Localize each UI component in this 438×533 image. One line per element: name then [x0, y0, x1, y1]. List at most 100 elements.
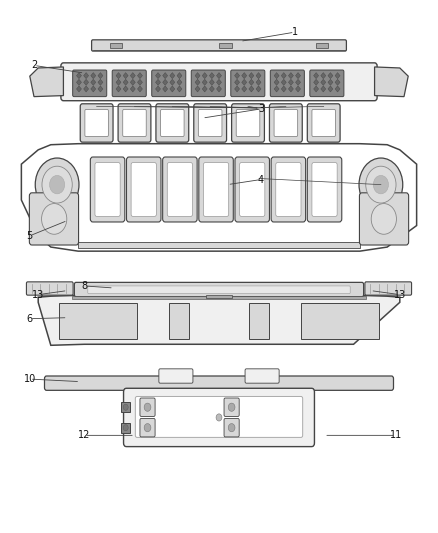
FancyBboxPatch shape	[85, 109, 109, 136]
Polygon shape	[242, 72, 247, 79]
Polygon shape	[177, 79, 182, 85]
Polygon shape	[98, 86, 103, 92]
Polygon shape	[123, 72, 128, 79]
Circle shape	[371, 204, 396, 235]
Polygon shape	[216, 72, 222, 79]
Polygon shape	[170, 86, 175, 92]
Bar	[59, 303, 137, 339]
Polygon shape	[38, 295, 400, 345]
FancyBboxPatch shape	[194, 104, 226, 142]
Polygon shape	[130, 86, 135, 92]
Circle shape	[144, 403, 151, 411]
Polygon shape	[216, 79, 222, 85]
Polygon shape	[84, 86, 88, 92]
FancyBboxPatch shape	[307, 104, 340, 142]
FancyBboxPatch shape	[80, 104, 113, 142]
Polygon shape	[235, 72, 240, 79]
Polygon shape	[235, 86, 240, 92]
Polygon shape	[170, 79, 175, 85]
Text: 10: 10	[24, 374, 36, 384]
Polygon shape	[209, 86, 214, 92]
Bar	[316, 43, 328, 48]
Polygon shape	[195, 79, 200, 85]
Polygon shape	[235, 79, 240, 85]
FancyBboxPatch shape	[274, 109, 298, 136]
FancyBboxPatch shape	[156, 104, 189, 142]
Polygon shape	[296, 72, 300, 79]
Bar	[169, 303, 189, 339]
FancyBboxPatch shape	[365, 282, 412, 295]
FancyBboxPatch shape	[29, 193, 78, 245]
Bar	[121, 402, 130, 413]
Polygon shape	[77, 79, 81, 85]
FancyBboxPatch shape	[199, 157, 233, 222]
Bar	[301, 303, 379, 339]
FancyBboxPatch shape	[140, 418, 155, 437]
Polygon shape	[177, 86, 182, 92]
Polygon shape	[116, 79, 121, 85]
FancyBboxPatch shape	[159, 369, 193, 383]
Polygon shape	[281, 79, 286, 85]
Bar	[110, 43, 122, 48]
Polygon shape	[328, 79, 333, 85]
Polygon shape	[162, 79, 168, 85]
Bar	[78, 243, 360, 247]
FancyBboxPatch shape	[140, 398, 155, 416]
Polygon shape	[195, 86, 200, 92]
Polygon shape	[242, 86, 247, 92]
FancyBboxPatch shape	[245, 369, 279, 383]
Polygon shape	[314, 79, 319, 85]
Polygon shape	[177, 72, 182, 79]
FancyBboxPatch shape	[162, 157, 197, 222]
Circle shape	[49, 175, 65, 194]
FancyBboxPatch shape	[152, 70, 186, 96]
Polygon shape	[209, 72, 214, 79]
Polygon shape	[162, 72, 168, 79]
Polygon shape	[116, 86, 121, 92]
FancyBboxPatch shape	[231, 70, 265, 96]
Polygon shape	[335, 72, 340, 79]
Circle shape	[228, 403, 235, 411]
Polygon shape	[321, 79, 326, 85]
FancyBboxPatch shape	[269, 104, 302, 142]
FancyBboxPatch shape	[236, 109, 260, 136]
FancyBboxPatch shape	[198, 109, 222, 136]
Polygon shape	[138, 72, 142, 79]
Text: 5: 5	[27, 231, 33, 241]
Circle shape	[42, 204, 67, 235]
Text: 3: 3	[258, 104, 264, 114]
Circle shape	[35, 158, 79, 211]
Polygon shape	[91, 79, 96, 85]
Polygon shape	[249, 72, 254, 79]
FancyBboxPatch shape	[224, 398, 239, 416]
FancyBboxPatch shape	[88, 286, 350, 294]
Bar	[121, 423, 130, 433]
Circle shape	[216, 414, 222, 421]
Circle shape	[228, 424, 235, 432]
Text: 2: 2	[31, 60, 37, 70]
FancyBboxPatch shape	[118, 104, 151, 142]
Polygon shape	[77, 86, 81, 92]
Polygon shape	[328, 86, 333, 92]
Polygon shape	[130, 72, 135, 79]
FancyBboxPatch shape	[135, 397, 303, 438]
Polygon shape	[249, 86, 254, 92]
Polygon shape	[314, 86, 319, 92]
FancyBboxPatch shape	[26, 282, 73, 295]
Polygon shape	[138, 86, 142, 92]
Polygon shape	[256, 86, 261, 92]
FancyBboxPatch shape	[235, 157, 269, 222]
Text: 11: 11	[389, 430, 402, 440]
Polygon shape	[335, 86, 340, 92]
FancyBboxPatch shape	[45, 376, 393, 390]
Text: 13: 13	[32, 289, 44, 300]
Polygon shape	[249, 79, 254, 85]
Polygon shape	[281, 72, 286, 79]
FancyBboxPatch shape	[240, 163, 265, 216]
Polygon shape	[84, 79, 88, 85]
Polygon shape	[288, 79, 293, 85]
FancyBboxPatch shape	[232, 104, 265, 142]
Polygon shape	[116, 72, 121, 79]
FancyBboxPatch shape	[124, 388, 314, 447]
Polygon shape	[321, 72, 326, 79]
